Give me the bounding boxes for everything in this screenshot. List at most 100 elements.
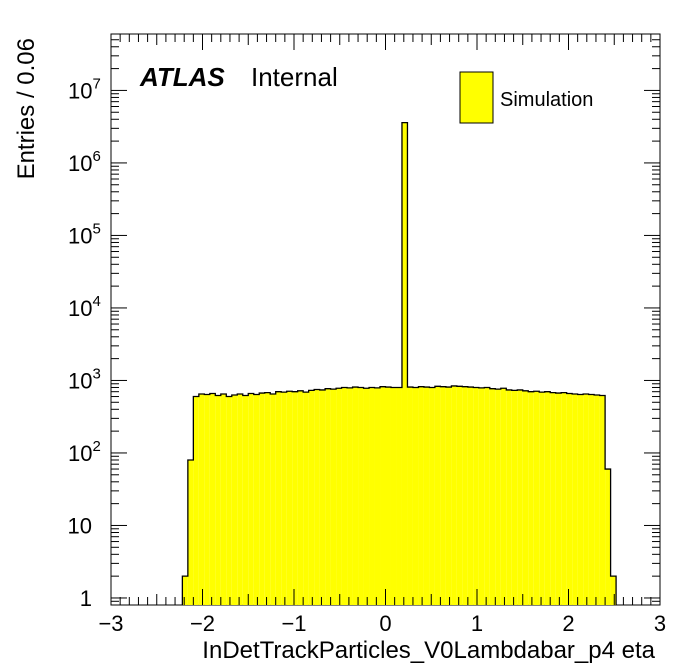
histogram-bar bbox=[506, 389, 512, 605]
y-tick-label: 102 bbox=[68, 438, 101, 466]
histogram-bar bbox=[319, 389, 326, 605]
histogram-bar bbox=[456, 386, 463, 605]
histogram-bar bbox=[380, 386, 386, 605]
y-tick-label: 10 bbox=[68, 513, 92, 538]
histogram-bar bbox=[264, 392, 271, 605]
histogram-bar bbox=[550, 392, 556, 605]
histogram-bar bbox=[215, 395, 221, 605]
histogram-bar bbox=[594, 395, 600, 605]
histogram-bar bbox=[248, 393, 254, 605]
histogram-bar bbox=[533, 391, 540, 605]
histogram-bar bbox=[429, 387, 435, 605]
histogram-bar bbox=[231, 395, 238, 605]
histogram-bar bbox=[566, 393, 573, 605]
histogram-bar bbox=[605, 469, 611, 605]
x-tick-labels: −3 −2 −1 0 1 2 3 bbox=[98, 611, 666, 636]
histogram-bar bbox=[401, 122, 408, 605]
x-axis-title: InDetTrackParticles_V0Lambdabar_p4 eta bbox=[202, 637, 655, 664]
x-tick-label: −3 bbox=[98, 611, 123, 636]
histogram-bar bbox=[478, 387, 485, 605]
histogram-bar bbox=[445, 387, 452, 605]
x-tick-label: −1 bbox=[281, 611, 306, 636]
histogram-bar bbox=[528, 391, 534, 605]
x-tick-label: 3 bbox=[654, 611, 666, 636]
x-tick-label: 1 bbox=[471, 611, 483, 636]
histogram-bar bbox=[193, 396, 199, 605]
histogram-bar bbox=[220, 394, 227, 605]
histogram-bar bbox=[484, 387, 490, 605]
histogram-bar bbox=[495, 389, 501, 605]
x-tick-label: 0 bbox=[379, 611, 391, 636]
histogram-bar bbox=[286, 391, 293, 605]
histogram-outline bbox=[181, 121, 617, 605]
histogram-bar bbox=[336, 388, 342, 605]
histogram-bar bbox=[237, 394, 243, 605]
histogram-bar bbox=[204, 394, 210, 605]
histogram-bar bbox=[281, 392, 287, 605]
histogram-bar bbox=[253, 394, 260, 605]
histogram-bar bbox=[555, 393, 562, 605]
histogram-bar bbox=[451, 385, 457, 605]
histogram-bar bbox=[198, 394, 205, 605]
y-tick-labels: 1 10 102 103 104 105 106 107 bbox=[68, 75, 101, 611]
histogram-bar bbox=[544, 391, 551, 605]
histogram-bar bbox=[412, 387, 419, 605]
histogram-bar bbox=[473, 387, 479, 605]
y-tick-label: 106 bbox=[68, 148, 101, 176]
y-tick-label: 104 bbox=[68, 293, 101, 321]
histogram-bar bbox=[440, 386, 446, 605]
histogram-bar bbox=[325, 388, 331, 605]
histogram-bar bbox=[522, 390, 529, 605]
histogram-bar bbox=[583, 394, 589, 605]
legend-swatch-simulation bbox=[459, 71, 494, 124]
histogram-bar bbox=[396, 387, 402, 605]
histogram-bar bbox=[292, 391, 298, 605]
histogram-bar bbox=[610, 576, 617, 605]
axis-ticks bbox=[110, 33, 661, 606]
histogram-bar bbox=[489, 388, 496, 605]
histogram-bar bbox=[358, 387, 364, 605]
histogram-bar bbox=[369, 387, 375, 605]
histogram-bar bbox=[352, 387, 359, 605]
x-tick-label: 2 bbox=[562, 611, 574, 636]
histogram-bar bbox=[517, 389, 523, 605]
y-tick-label: 105 bbox=[68, 220, 101, 248]
y-tick-label: 107 bbox=[68, 75, 101, 103]
histogram-bar bbox=[561, 392, 567, 605]
x-tick-label: −2 bbox=[190, 611, 215, 636]
histogram-bar bbox=[347, 387, 353, 605]
histogram-bar bbox=[297, 390, 304, 605]
histogram-bar bbox=[341, 387, 348, 605]
histogram-bar bbox=[572, 394, 578, 605]
histogram-bar bbox=[390, 387, 397, 605]
histogram-bar bbox=[374, 387, 381, 605]
y-tick-label: 103 bbox=[68, 365, 101, 393]
histogram-bar bbox=[599, 395, 606, 605]
histogram-bar bbox=[259, 393, 265, 605]
histogram-bar bbox=[363, 388, 370, 605]
histogram-bar bbox=[242, 395, 249, 605]
legend-label-simulation: Simulation bbox=[500, 89, 593, 111]
histogram-bar bbox=[182, 576, 188, 605]
histogram-bar bbox=[418, 386, 424, 605]
histogram-bar bbox=[209, 393, 216, 605]
histogram-bar bbox=[511, 390, 518, 605]
histogram-bar bbox=[385, 387, 391, 605]
histogram-bar bbox=[275, 391, 282, 605]
histogram-bar bbox=[539, 392, 545, 605]
histogram-bar bbox=[303, 392, 309, 605]
histogram-bar bbox=[434, 386, 441, 605]
histogram-bar bbox=[500, 388, 507, 605]
histogram-bar bbox=[314, 389, 320, 605]
histogram-bar bbox=[187, 459, 194, 605]
histogram-bar bbox=[330, 389, 337, 605]
histogram-bar bbox=[588, 394, 595, 605]
histogram-bar bbox=[462, 386, 468, 605]
histogram-bars bbox=[182, 122, 617, 605]
histogram-bar bbox=[407, 387, 413, 605]
histogram-bar bbox=[270, 394, 276, 605]
histogram-bar bbox=[423, 387, 430, 605]
histogram-bar bbox=[467, 387, 474, 605]
histogram-bar bbox=[308, 390, 315, 605]
